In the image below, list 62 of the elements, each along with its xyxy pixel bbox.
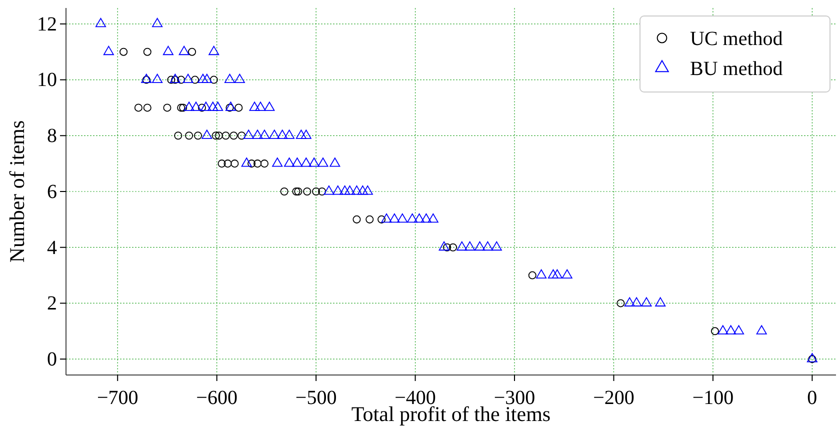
point [177,104,186,112]
point [292,187,300,196]
point [528,271,536,280]
y-tick-label: 0 [47,348,57,370]
y-tick-label: 10 [37,69,57,92]
point [188,48,196,56]
point [808,355,816,364]
point [234,104,243,112]
point [226,104,234,112]
point [352,215,361,224]
point [134,104,142,112]
point [222,132,230,140]
point [238,132,246,140]
point [710,327,719,336]
point [214,132,223,140]
point [260,160,268,168]
x-tick-label: −500 [295,387,337,409]
point [230,160,239,168]
point [448,243,458,252]
point [163,104,172,112]
x-tick-label: −600 [196,387,238,409]
point [194,132,202,140]
point [318,187,326,196]
point [190,76,200,84]
point [120,48,128,56]
y-tick-label: 2 [47,292,57,315]
y-tick-label: 8 [47,125,57,148]
x-tick-label: 0 [807,387,818,409]
point [443,243,452,252]
point [378,215,386,224]
point [167,76,176,84]
point [185,132,194,140]
point [253,160,262,168]
legend-label: UC method [690,28,783,50]
x-tick-label: −200 [593,387,634,409]
point [312,187,320,196]
y-tick-label: 12 [37,13,57,36]
legend-label: BU method [690,58,783,80]
point [171,76,180,84]
point [303,187,312,196]
point [230,132,238,140]
y-axis-title: Number of items [5,120,29,263]
y-tick-label: 6 [47,180,57,203]
point [210,76,218,84]
point [224,160,232,168]
point [177,76,186,84]
point [142,76,150,84]
point [366,215,374,224]
point [280,187,288,196]
x-tick-label: −100 [692,387,734,409]
x-tick-label: −700 [96,387,138,409]
point [212,132,220,140]
point [143,104,152,112]
y-tick-label: 4 [47,236,57,259]
point [143,48,152,56]
point [198,104,206,112]
point [174,132,182,140]
point [294,187,302,196]
point [616,299,625,308]
point [179,104,188,112]
point [218,160,226,168]
point [248,160,256,168]
